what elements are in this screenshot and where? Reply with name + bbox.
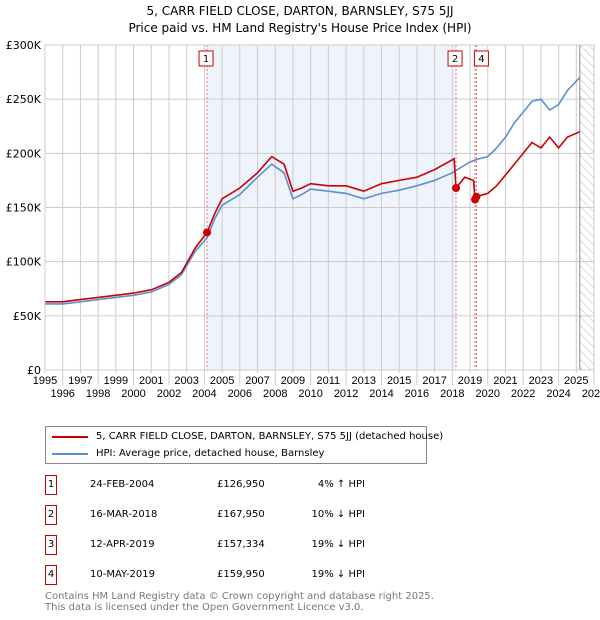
x-tick-label: 2021 (493, 375, 517, 387)
x-tick-label: 2017 (422, 375, 446, 387)
subtitle: Price paid vs. HM Land Registry's House … (128, 21, 472, 35)
x-tick-label: 2020 (475, 388, 499, 400)
x-tick-label: 1997 (68, 375, 92, 387)
x-tick-label: 2012 (334, 388, 358, 400)
x-tick-label: 2025 (564, 375, 588, 387)
x-tick-label: 2016 (405, 388, 429, 400)
x-tick-label: 2006 (228, 388, 252, 400)
sale-hpi-diff: 4% ↑ HPI (317, 479, 365, 490)
sale-label-number: 4 (478, 54, 484, 65)
sale-label-box (447, 50, 463, 67)
sale-date: 12-APR-2019 (90, 539, 155, 550)
sale-date: 10-MAY-2019 (90, 569, 156, 580)
x-tick-label: 2019 (458, 375, 482, 387)
x-tick-label: 2002 (157, 388, 181, 400)
y-tick-label: £0 (27, 364, 41, 377)
sale-row: 3 12-APR-2019 £157,334 19% ↓ HPI (45, 535, 445, 555)
x-tick-label: 2011 (317, 375, 341, 387)
legend-item-hpi: HPI: Average price, detached house, Barn… (52, 448, 324, 459)
sale-row: 4 10-MAY-2019 £159,950 19% ↓ HPI (45, 565, 445, 585)
y-tick-label: £50K (13, 310, 42, 323)
sale-point (472, 192, 481, 201)
x-tick-label: 2005 (210, 375, 234, 387)
x-tick-label: 2026 (582, 388, 600, 400)
sale-number-badge: 2 (45, 505, 57, 525)
price-chart: 1995199619971998199920002001200220032004… (6, 39, 600, 400)
legend: 5, CARR FIELD CLOSE, DARTON, BARNSLEY, S… (45, 426, 443, 464)
sale-price: £157,334 (217, 539, 265, 550)
footer-line-2: This data is licensed under the Open Gov… (45, 602, 364, 613)
property-price-line (45, 130, 581, 303)
sale-price: £167,950 (217, 509, 265, 520)
x-tick-label: 2013 (352, 375, 376, 387)
x-tick-label: 2023 (529, 375, 553, 387)
legend-label: 5, CARR FIELD CLOSE, DARTON, BARNSLEY, S… (96, 431, 444, 442)
blue-line-swatch (52, 452, 88, 455)
legend-label: HPI: Average price, detached house, Barn… (96, 448, 325, 459)
x-tick-label: 2018 (440, 388, 464, 400)
y-tick-label: £100K (6, 256, 42, 269)
sale-point (452, 184, 461, 193)
hpi-line (45, 76, 581, 305)
x-tick-label: 2003 (174, 375, 198, 387)
sale-hpi-diff: 19% ↓ HPI (311, 569, 365, 580)
sale-row: 2 16-MAR-2018 £167,950 10% ↓ HPI (45, 505, 445, 525)
sale-number-badge: 1 (45, 475, 57, 495)
x-tick-label: 2024 (546, 388, 570, 400)
x-tick-label: 2015 (387, 375, 411, 387)
x-tick-label: 2004 (192, 388, 216, 400)
sale-label-number: 2 (452, 54, 458, 65)
sale-number-badge: 4 (45, 565, 57, 585)
y-tick-label: £200K (6, 147, 42, 160)
y-tick-label: £300K (6, 39, 42, 52)
sale-price: £159,950 (217, 569, 265, 580)
sale-row: 1 24-FEB-2004 £126,950 4% ↑ HPI (45, 475, 445, 495)
footer-line-1: Contains HM Land Registry data © Crown c… (45, 591, 434, 602)
plot-border (44, 44, 595, 371)
sale-label-box (198, 50, 214, 67)
x-tick-label: 1998 (86, 388, 110, 400)
sale-label-number: 1 (203, 54, 209, 65)
x-tick-label: 2007 (245, 375, 269, 387)
sale-hpi-diff: 19% ↓ HPI (311, 539, 365, 550)
sale-label-box (473, 50, 489, 67)
x-tick-label: 2009 (281, 375, 305, 387)
sale-date: 24-FEB-2004 (90, 479, 155, 490)
sale-price: £126,950 (217, 479, 265, 490)
x-tick-label: 2010 (298, 388, 322, 400)
sale-point (203, 228, 212, 237)
x-tick-label: 1996 (50, 388, 74, 400)
title: 5, CARR FIELD CLOSE, DARTON, BARNSLEY, S… (146, 4, 454, 18)
x-tick-label: 2022 (511, 388, 535, 400)
y-tick-label: £150K (6, 202, 42, 215)
x-tick-label: 2014 (369, 388, 393, 400)
sale-number-badge: 3 (45, 535, 57, 555)
x-tick-label: 2008 (263, 388, 287, 400)
sale-hpi-diff: 10% ↓ HPI (311, 509, 365, 520)
legend-item-property: 5, CARR FIELD CLOSE, DARTON, BARNSLEY, S… (52, 431, 443, 442)
x-tick-label: 2001 (139, 375, 163, 387)
chart-title: 5, CARR FIELD CLOSE, DARTON, BARNSLEY, S… (0, 3, 600, 37)
red-line-swatch (52, 435, 88, 438)
footer: Contains HM Land Registry data © Crown c… (45, 591, 434, 613)
x-tick-label: 2000 (121, 388, 145, 400)
y-tick-label: £250K (6, 93, 42, 106)
x-tick-label: 1999 (104, 375, 128, 387)
sale-date: 16-MAR-2018 (90, 509, 158, 520)
x-tick-label: 1995 (33, 375, 57, 387)
